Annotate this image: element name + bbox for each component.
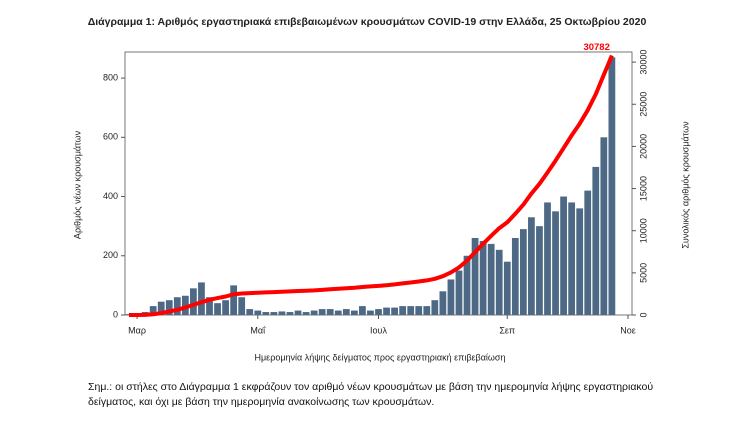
bar [399, 306, 407, 315]
bar [286, 312, 294, 315]
bar [463, 255, 471, 315]
x-tick-label: Μαΐ [250, 325, 266, 335]
footnote: Σημ.: οι στήλες στο Διάγραμμα 1 εκφράζου… [88, 381, 654, 408]
y-tick-label: 0 [113, 309, 118, 319]
x-tick-label: Νοε [620, 325, 636, 335]
bar [367, 310, 374, 315]
y-axis-label: Αριθμός νέων κρουσμάτων [72, 130, 82, 239]
bar [511, 237, 519, 315]
y2-axis-label: Συνολικός αριθμός κρουσμάτων [680, 121, 690, 249]
bar [552, 211, 559, 315]
y2-tick-label: 25000 [638, 92, 648, 117]
bar [519, 229, 527, 315]
bar [407, 306, 415, 315]
bar [318, 309, 326, 315]
x-tick-label: Ιουλ [370, 325, 387, 335]
bar [383, 307, 390, 315]
bar [600, 137, 608, 315]
bar [439, 291, 447, 315]
bar [302, 312, 310, 315]
bar [262, 312, 270, 315]
y2-tick-label: 10000 [638, 218, 648, 243]
y2-tick-label: 15000 [638, 176, 648, 201]
cumulative-line [129, 54, 614, 317]
y-tick-label: 400 [103, 191, 118, 201]
bar [230, 285, 238, 315]
bar [278, 311, 286, 315]
bar [334, 310, 342, 315]
y2-tick-label: 5000 [638, 263, 648, 283]
bar [359, 306, 366, 315]
bar [342, 309, 350, 315]
bar [479, 240, 487, 315]
bar [592, 166, 600, 315]
bar [270, 312, 278, 315]
bar [238, 297, 246, 315]
y-tick-label: 600 [103, 132, 118, 142]
bar [544, 202, 551, 315]
bar [254, 310, 262, 315]
bar [584, 190, 592, 315]
bar [560, 196, 567, 315]
bar [576, 208, 584, 315]
x-tick-label: Μαρ [128, 325, 146, 335]
bar [326, 309, 334, 315]
bar [190, 288, 197, 315]
bar [503, 261, 511, 315]
bar [608, 57, 616, 315]
bar [214, 303, 221, 315]
bar [222, 300, 229, 315]
bar [431, 300, 439, 315]
bar [455, 270, 463, 315]
bar [391, 307, 398, 315]
y-tick-label: 200 [103, 250, 118, 260]
value-label: 30782 [583, 42, 609, 53]
bar [294, 310, 302, 315]
bar [149, 306, 157, 315]
bar [165, 300, 173, 315]
bar [487, 243, 495, 315]
y2-tick-label: 30000 [638, 50, 648, 75]
chart: Διάγραμμα 1: Αριθμός εργαστηριακά επιβεβ… [72, 16, 690, 363]
chart-title: Διάγραμμα 1: Αριθμός εργαστηριακά επιβεβ… [88, 16, 647, 28]
bar [157, 301, 165, 315]
bar [568, 202, 576, 315]
bar [495, 249, 503, 315]
bar [350, 310, 358, 315]
bar [310, 310, 318, 315]
bar [471, 237, 479, 315]
x-tick-label: Σεπ [499, 325, 515, 335]
bar [206, 297, 213, 315]
bar [198, 282, 205, 315]
x-axis-label: Ημερομηνία λήψης δείγματος προς εργαστηρ… [255, 352, 506, 362]
bar [528, 217, 535, 315]
bar [447, 279, 455, 315]
bar [173, 297, 181, 315]
y2-tick-label: 20000 [638, 134, 648, 159]
bar [375, 309, 382, 315]
bar [415, 306, 423, 315]
y-tick-label: 800 [103, 72, 118, 82]
bar [423, 306, 431, 315]
y2-tick-label: 0 [638, 312, 648, 317]
bar [246, 309, 254, 315]
bar [536, 226, 543, 315]
